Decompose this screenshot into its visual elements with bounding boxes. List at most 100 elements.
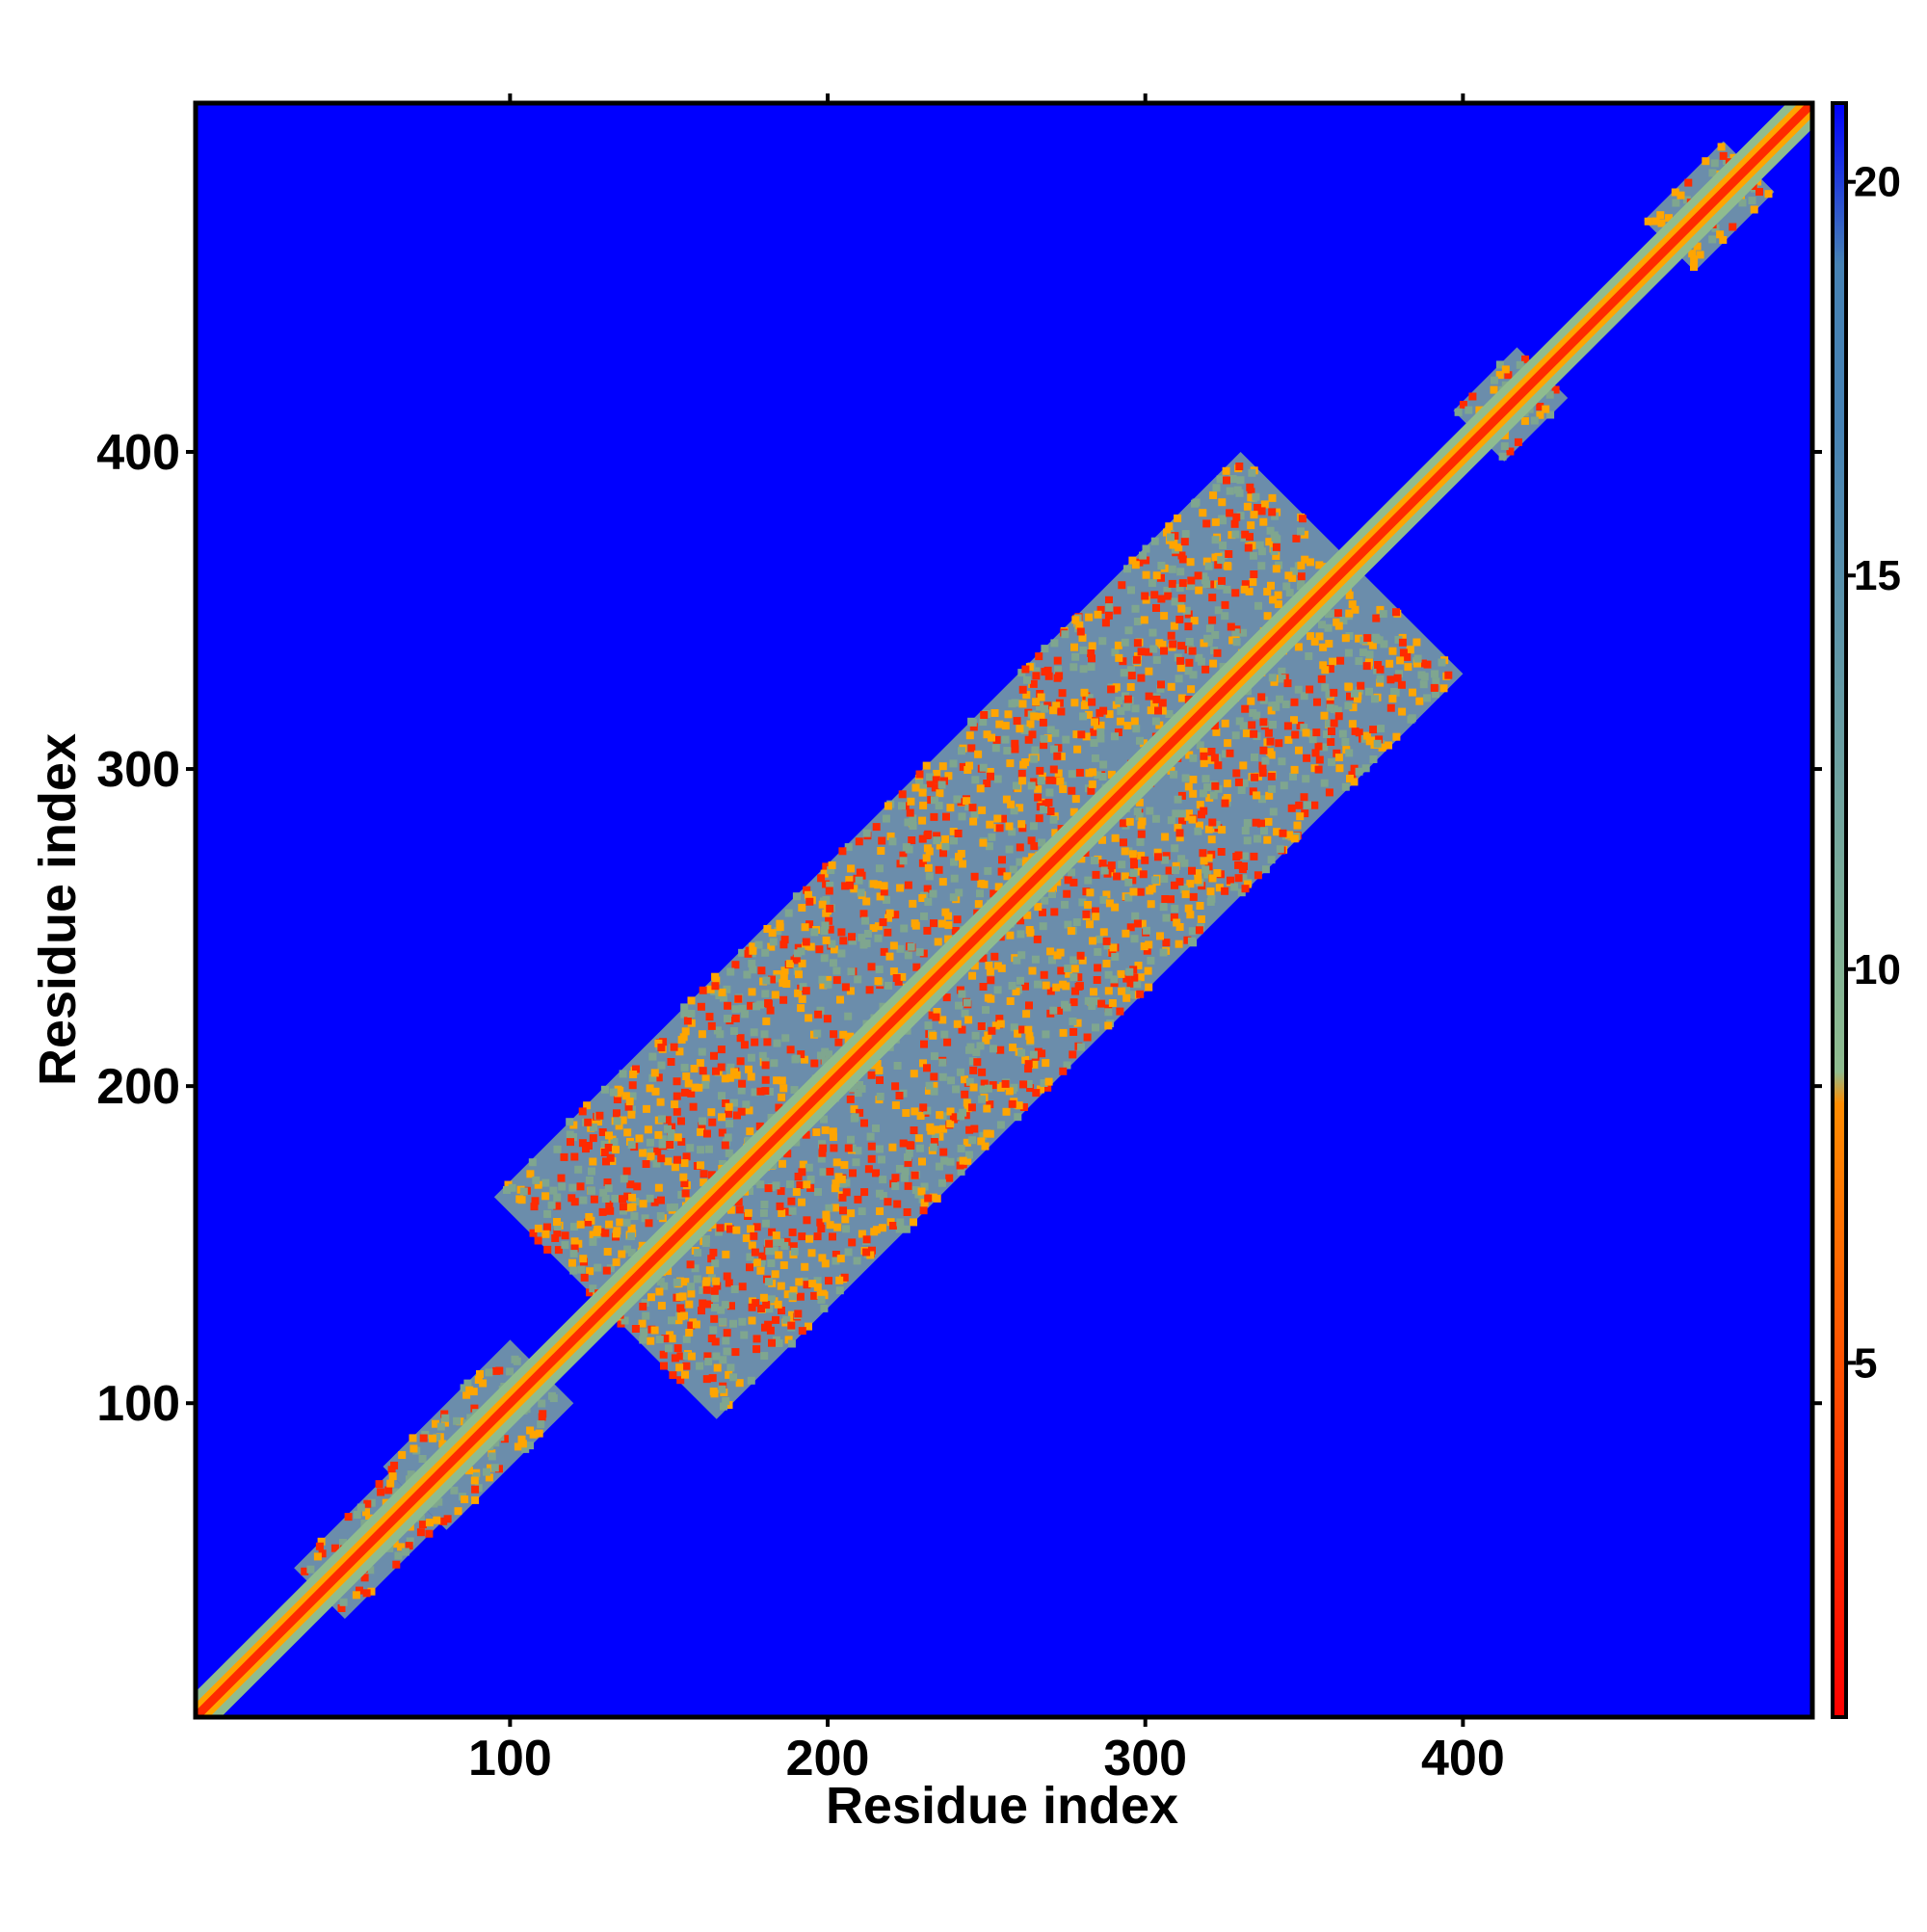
- contact-point: [980, 711, 989, 719]
- contact-point: [676, 1304, 685, 1312]
- contact-point: [825, 1050, 833, 1059]
- contact-point: [367, 1587, 376, 1596]
- contact-point: [884, 928, 892, 937]
- contact-point: [768, 975, 776, 984]
- contact-point: [941, 842, 950, 851]
- contact-point: [876, 1189, 884, 1198]
- contact-point: [875, 864, 884, 873]
- contact-point: [1178, 555, 1187, 564]
- contact-point: [718, 1092, 726, 1100]
- contact-point: [968, 804, 977, 812]
- contact-point: [773, 974, 781, 983]
- contact-point: [1269, 807, 1278, 816]
- contact-point: [1283, 679, 1292, 688]
- contact-point: [1290, 765, 1299, 774]
- contact-point: [1207, 835, 1216, 844]
- contact-point: [1209, 659, 1218, 668]
- contact-point: [1055, 1006, 1063, 1015]
- contact-point: [601, 1229, 610, 1237]
- contact-point: [1104, 970, 1113, 979]
- contact-point: [622, 1167, 631, 1176]
- contact-point: [1328, 728, 1335, 735]
- contact-point: [631, 1325, 640, 1333]
- contact-point: [1131, 912, 1140, 920]
- contact-point: [944, 935, 953, 943]
- contact-point: [1082, 910, 1091, 918]
- contact-point: [624, 1102, 633, 1111]
- contact-point: [905, 1149, 913, 1157]
- contact-point: [657, 1061, 666, 1070]
- contact-point: [838, 847, 847, 856]
- contact-point: [819, 1168, 828, 1177]
- contact-point: [1161, 856, 1170, 864]
- contact-point: [425, 1529, 434, 1538]
- contact-point: [752, 1258, 761, 1267]
- contact-point: [1156, 684, 1165, 693]
- contact-point: [1085, 613, 1094, 622]
- contact-point: [986, 820, 994, 829]
- contact-point: [765, 1088, 774, 1096]
- contact-point: [627, 1141, 636, 1150]
- contact-point: [874, 934, 883, 942]
- contact-point: [787, 1321, 796, 1330]
- contact-point: [1259, 746, 1268, 754]
- contact-point: [1078, 956, 1087, 965]
- contact-point: [874, 922, 883, 931]
- contact-point: [876, 892, 884, 901]
- contact-point: [1139, 870, 1148, 879]
- contact-point: [616, 1218, 624, 1227]
- contact-point: [1233, 486, 1242, 494]
- contact-point: [734, 994, 743, 1003]
- contact-point: [667, 1129, 675, 1137]
- contact-point: [1143, 946, 1151, 955]
- contact-point: [1323, 730, 1332, 739]
- contact-point: [1085, 694, 1094, 702]
- contact-point: [1148, 579, 1156, 588]
- contact-point: [1330, 688, 1338, 697]
- contact-point: [1318, 621, 1326, 629]
- contact-point: [398, 1451, 407, 1459]
- x-axis-title: Residue index: [826, 1777, 1178, 1835]
- contact-point: [1121, 872, 1129, 881]
- contact-point: [1317, 675, 1326, 683]
- contact-point: [1184, 812, 1193, 821]
- contact-point: [1167, 895, 1175, 904]
- contact-point: [911, 1186, 920, 1194]
- contact-point: [656, 1278, 665, 1286]
- contact-point: [722, 1250, 730, 1258]
- contact-point: [696, 1362, 704, 1370]
- contact-point: [1205, 793, 1214, 802]
- contact-point: [729, 1319, 737, 1328]
- contact-point: [986, 1100, 994, 1109]
- contact-point: [820, 1115, 828, 1124]
- contact-point: [1079, 712, 1087, 721]
- contact-point: [1145, 940, 1153, 949]
- contact-point: [959, 762, 967, 771]
- contact-point: [766, 1006, 775, 1015]
- contact-point: [648, 1073, 657, 1082]
- contact-point: [1040, 734, 1048, 743]
- contact-point: [676, 1352, 685, 1361]
- contact-point: [671, 1203, 678, 1211]
- contact-point: [1181, 774, 1190, 782]
- contact-point: [1096, 605, 1105, 614]
- contact-point: [837, 928, 846, 937]
- contact-point: [362, 1508, 370, 1517]
- contact-point: [983, 1104, 991, 1113]
- contact-point: [761, 1061, 770, 1070]
- contact-point: [650, 1198, 659, 1206]
- contact-point: [352, 1591, 360, 1600]
- contact-point: [1016, 976, 1024, 985]
- contact-point: [903, 1208, 911, 1216]
- contact-point: [855, 837, 863, 846]
- contact-point: [1030, 842, 1039, 851]
- contact-point: [603, 1178, 612, 1186]
- contact-point: [532, 1176, 541, 1184]
- contact-point: [1176, 568, 1185, 576]
- contact-point: [375, 1480, 383, 1489]
- contact-point: [1226, 487, 1234, 495]
- contact-point: [919, 1103, 928, 1112]
- contact-point: [1030, 712, 1039, 721]
- contact-point: [668, 1316, 675, 1325]
